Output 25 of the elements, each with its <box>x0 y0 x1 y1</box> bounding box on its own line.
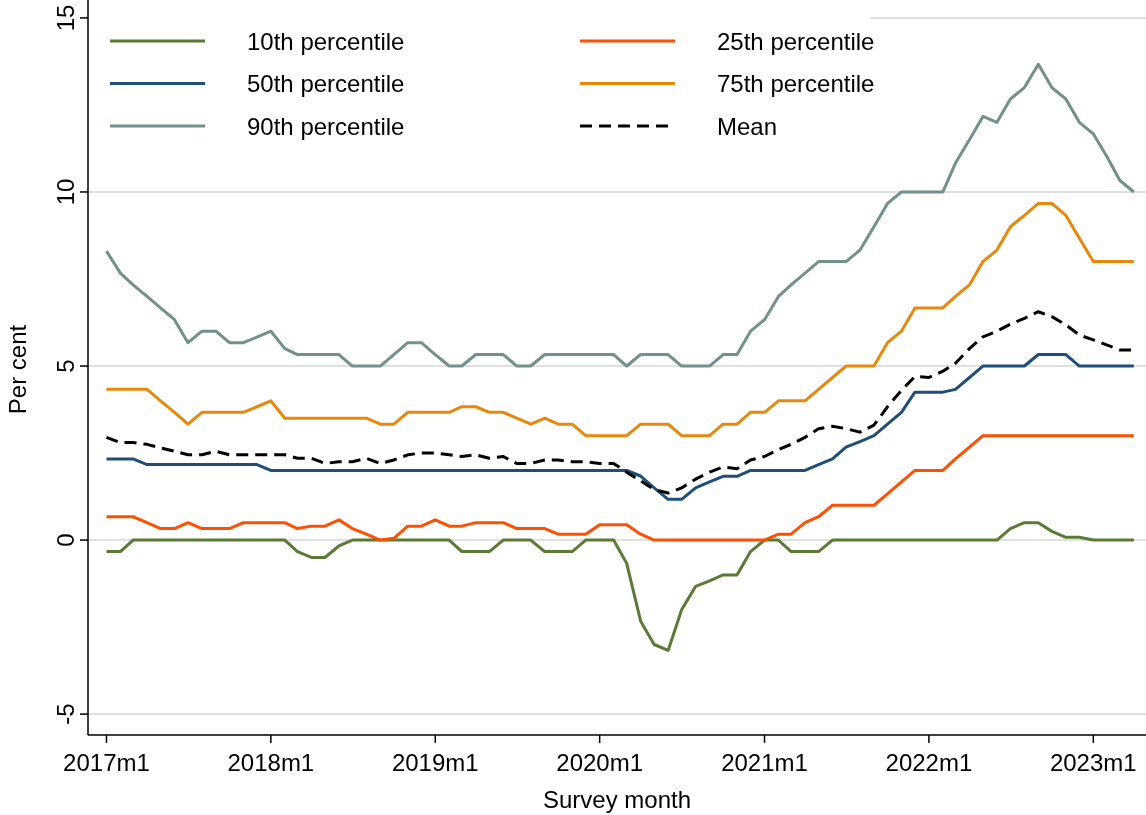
line-series <box>104 434 1136 542</box>
line-series <box>104 201 1136 438</box>
line-series <box>104 521 1136 652</box>
legend-label: 50th percentile <box>247 70 405 97</box>
line-series <box>104 353 1136 501</box>
legend-label: Mean <box>717 112 778 140</box>
legend-label: 75th percentile <box>717 70 875 97</box>
y-tick-label: 15 <box>52 4 79 32</box>
y-tick-label: 10 <box>52 178 79 206</box>
x-tick-label: 2020m1 <box>556 749 644 776</box>
y-tick-label: 5 <box>52 359 79 373</box>
legend-label: 90th percentile <box>247 112 405 140</box>
y-tick-label: 0 <box>52 533 79 547</box>
x-tick-label: 2021m1 <box>721 749 808 776</box>
legend-label: 25th percentile <box>717 27 875 55</box>
x-tick-label: 2022m1 <box>885 749 973 776</box>
x-tick-label: 2017m1 <box>63 749 150 776</box>
line-series <box>104 62 1136 368</box>
x-tick-label: 2018m1 <box>227 749 315 776</box>
y-tick-label: -5 <box>52 703 79 725</box>
y-axis-title: Per cent <box>4 324 31 415</box>
x-tick-label: 2023m1 <box>1049 749 1137 776</box>
x-tick-label: 2019m1 <box>391 749 479 776</box>
x-axis-title: Survey month <box>542 786 692 813</box>
legend-label: 10th percentile <box>247 27 405 55</box>
